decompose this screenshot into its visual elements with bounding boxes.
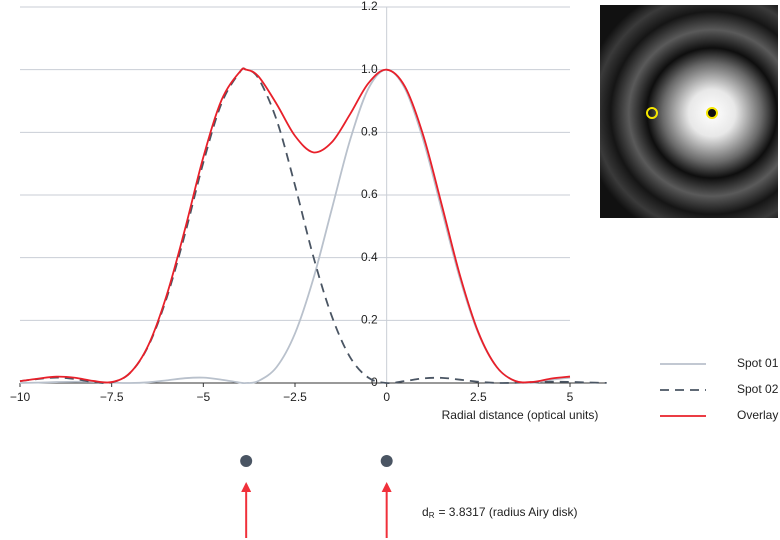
y-tick-label: 1.2 [361,0,378,13]
x-tick-label: −7.5 [100,390,124,404]
x-tick-label: −10 [10,390,31,404]
y-tick-label: 0.4 [361,250,378,264]
x-tick-label: −5 [196,390,210,404]
legend-label: Spot 01 [737,356,779,370]
spot-marker [646,107,658,119]
series-line [19,67,571,384]
legend-label: Spot 02 [737,382,779,396]
y-tick-label: 0.2 [361,313,378,327]
airy-pattern [600,5,778,218]
series-line [19,67,607,385]
spot-marker [706,107,718,119]
spot-center [240,455,253,467]
annotation: dR = 3.8317 (radius Airy disk) [422,505,578,520]
x-tick-label: 5 [567,390,574,404]
annotation-part: = 3.8317 (radius Airy disk) [438,505,577,519]
y-tick-label: 1.0 [361,62,378,76]
spot-center [380,455,393,467]
annotation-part: R [429,511,435,520]
legend-label: Overlay [737,408,778,422]
y-tick-label: 0.6 [361,187,378,201]
series-line [19,68,571,385]
x-tick-label: −2.5 [283,390,307,404]
x-tick-label: 0 [383,390,390,404]
annotation-part: d [422,505,429,519]
x-tick-label: 2.5 [470,390,487,404]
x-axis-label: Radial distance (optical units) [442,408,599,422]
y-tick-label: 0.8 [361,125,378,139]
y-tick-label: 0 [371,375,378,389]
airy-image [600,5,778,218]
